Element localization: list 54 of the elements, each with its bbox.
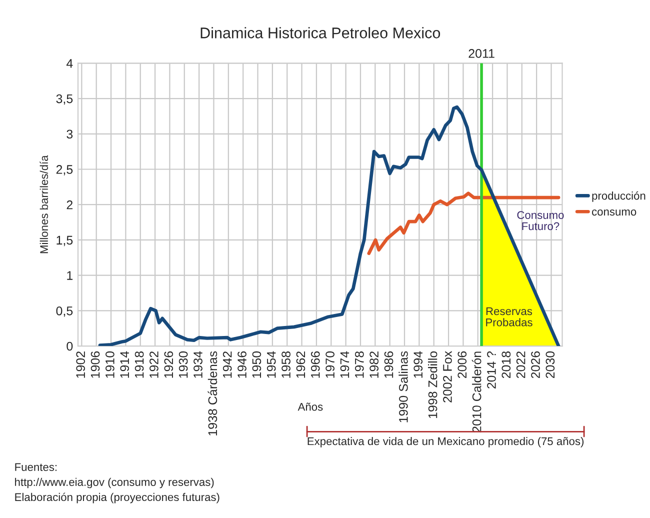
x-tick-label: 1934 <box>194 351 202 378</box>
annotation: Consumo Futuro? <box>517 211 564 230</box>
y-tick-label: 0,5 <box>56 306 73 317</box>
y-tick-label: 3,5 <box>56 94 73 105</box>
text: http://www.eia.gov (consumo y reservas) <box>15 478 214 488</box>
x-tick-label: 1938 Cárdenas <box>208 351 218 436</box>
x-tick-label: 1982 <box>370 352 379 378</box>
legend-label: consumo <box>592 210 636 216</box>
x-tick-label: 1930 <box>178 351 188 378</box>
x-tick-label: 1906 <box>90 351 100 378</box>
x-tick-label: 1966 <box>310 351 320 378</box>
ref-line-label: 2011 <box>468 49 494 58</box>
x-tick-label: 1946 <box>238 351 246 378</box>
x-tick-label: 1974 <box>340 351 350 378</box>
x-tick-label: 1954 <box>266 351 276 378</box>
y-axis-title: Millones barriles/día <box>40 155 48 254</box>
x-tick-label: 2030 <box>546 351 555 378</box>
x-tick-label: 1918 <box>134 351 144 378</box>
x-tick-label: 1942 <box>222 352 232 378</box>
x-tick-label: 1958 <box>282 351 290 378</box>
y-tick-label: 4 <box>66 59 73 68</box>
text: Expectativa de vida de un Mexicano promedio (75 años) <box>308 437 584 448</box>
x-axis-title: Años <box>298 402 323 411</box>
x-tick-label: 1994 <box>414 351 423 378</box>
x-tick-label: 1922 <box>150 352 158 378</box>
x-tick-label: 1902 <box>76 352 86 378</box>
y-tick-label: 0 <box>66 342 73 351</box>
x-tick-label: 1926 <box>164 351 174 378</box>
x-tick-label: 1970 <box>326 351 334 378</box>
x-tick-label: 2014 ? <box>487 351 496 388</box>
x-tick-label: 1950 <box>252 351 262 378</box>
x-tick-label: 2006 <box>458 351 467 378</box>
x-tick-label: 1910 <box>106 351 114 378</box>
x-tick-label: 2010 Calderón <box>472 352 482 432</box>
y-tick-label: 3 <box>66 130 73 139</box>
x-tick-label: 2022 <box>516 352 526 378</box>
x-tick-label: 2018 <box>502 351 511 378</box>
x-tick-label: 1978 <box>354 351 364 378</box>
x-tick-label: 1914 <box>120 351 130 378</box>
x-tick-label: 1990 Salinas <box>398 351 408 422</box>
x-tick-label: 2002 Fox <box>443 351 452 402</box>
source-note: Fuentes: <box>15 463 57 471</box>
x-tick-label: 1998 Zedillo <box>428 351 438 418</box>
annotation: Reservas Probadas <box>486 307 532 326</box>
text: Elaboración propia (proyecciones futuras) <box>15 492 220 504</box>
y-tick-label: 2,5 <box>56 165 73 176</box>
legend-label: producción <box>592 191 646 202</box>
x-tick-label: 1986 <box>384 351 394 378</box>
y-tick-label: 1 <box>67 271 73 280</box>
x-tick-label: 1962 <box>296 352 306 378</box>
y-tick-label: 1,5 <box>56 236 73 246</box>
chart-title: Dinamica Historica Petroleo Mexico <box>200 27 440 38</box>
x-tick-label: 2026 <box>531 351 540 378</box>
y-tick-label: 2 <box>66 200 73 210</box>
